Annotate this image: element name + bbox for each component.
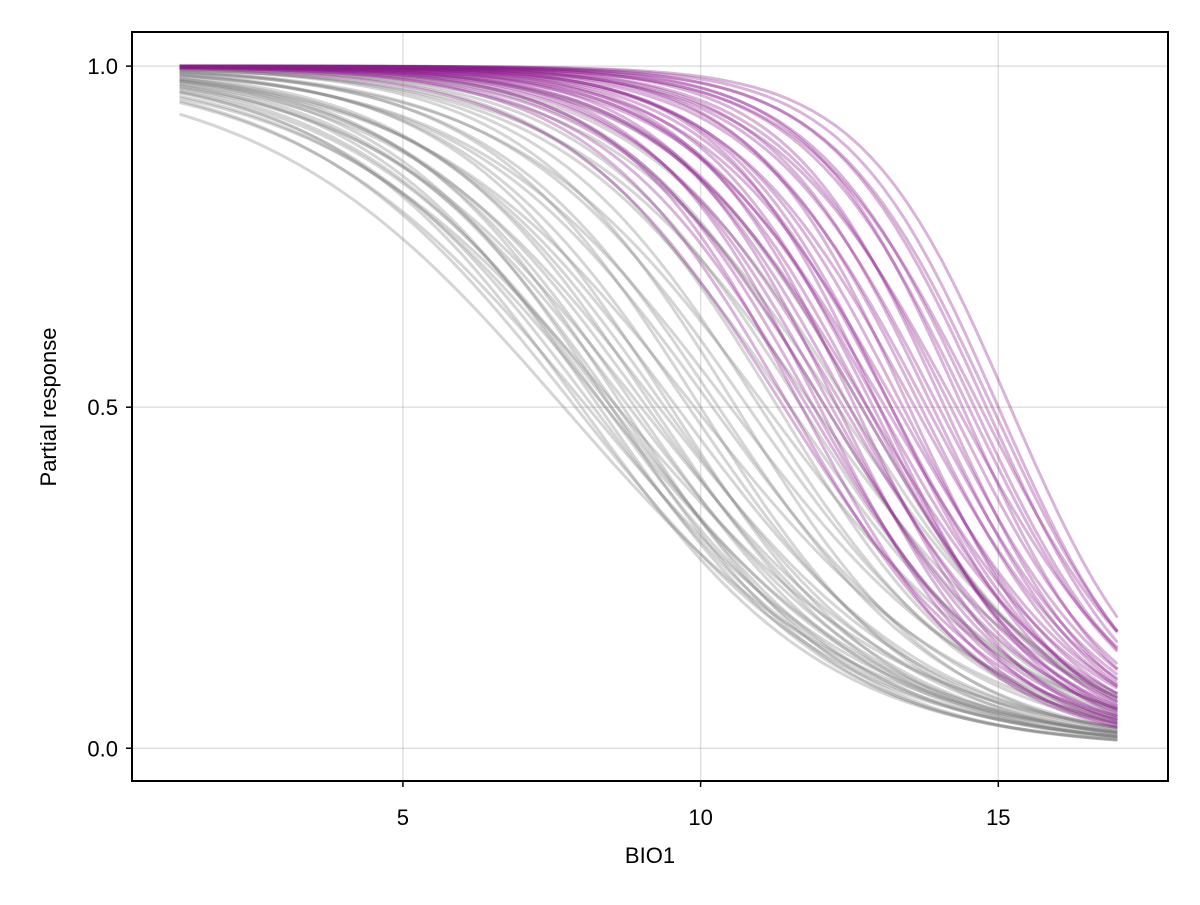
x-tick-label: 15: [986, 805, 1010, 830]
series-0-curve: [179, 82, 1118, 739]
series-0-curve: [179, 79, 1118, 721]
series-0-curve: [179, 68, 1118, 732]
series-0-curve: [179, 68, 1118, 711]
series-0-curve: [179, 66, 1119, 696]
series-0-curve: [179, 70, 1118, 721]
series-1-curve: [179, 64, 1119, 633]
series-1-curve: [179, 65, 1118, 708]
series-0-curve: [179, 87, 1118, 738]
series-1-curve: [179, 65, 1118, 722]
series-0-curve: [179, 70, 1118, 730]
series-1-curve: [179, 66, 1118, 726]
series-0-curve: [179, 112, 1118, 734]
series-0-curve: [179, 94, 1118, 734]
series-0-curve: [179, 66, 1118, 715]
series-1-curve: [179, 64, 1118, 717]
series-0-curve: [179, 66, 1118, 725]
series-1-curve: [179, 64, 1119, 707]
series-1-curve: [179, 64, 1119, 634]
series-0-curve: [179, 68, 1118, 724]
series-1-curve: [179, 65, 1119, 704]
series-1-curve: [179, 64, 1118, 726]
series-1-curve: [179, 64, 1119, 666]
series-0-curve: [179, 65, 1118, 713]
series-1-curve: [179, 65, 1119, 688]
series-0-curve: [179, 73, 1118, 733]
series-1-curve: [179, 64, 1119, 704]
series-1-curve: [179, 64, 1119, 712]
series-0-curve: [179, 99, 1118, 738]
x-tick-label: 5: [397, 805, 409, 830]
series-1-curve: [179, 64, 1119, 619]
series-0-curve: [179, 84, 1118, 742]
series-0-curve: [179, 101, 1118, 734]
series-0-curve: [179, 80, 1118, 742]
y-tick-label: 0.5: [87, 395, 118, 420]
series-1-curve: [179, 65, 1119, 699]
grid: [132, 32, 1168, 781]
series-1-curve: [179, 64, 1119, 676]
series-1-curve: [179, 64, 1119, 710]
series-0-curve: [179, 75, 1118, 739]
series-1-curve: [179, 67, 1118, 720]
series-1-curve: [179, 64, 1119, 670]
series-0-curve: [179, 77, 1118, 734]
series-1-curve: [179, 65, 1119, 690]
series-1-curve: [179, 65, 1118, 714]
y-axis-label: Partial response: [36, 328, 61, 487]
series-1-curve: [179, 65, 1118, 719]
series-0-curve: [179, 65, 1119, 702]
x-axis-label: BIO1: [625, 843, 675, 868]
series-1-curve: [179, 66, 1118, 718]
series-0-curve: [179, 71, 1118, 710]
series-0-curve: [179, 79, 1118, 739]
y-tick-label: 1.0: [87, 54, 118, 79]
series-0-curve: [179, 85, 1118, 735]
series-1-curve: [179, 65, 1119, 695]
series-0-curve: [179, 73, 1118, 725]
series-1-curve: [179, 65, 1118, 729]
series-1-curve: [179, 64, 1118, 723]
series-0-curve: [179, 70, 1118, 736]
series-1-curve: [179, 64, 1119, 680]
series-0-curve: [179, 91, 1118, 739]
series-0-curve: [179, 80, 1118, 735]
x-tick-label: 10: [688, 805, 712, 830]
ticks: 5 10 15 0.0 0.5 1.0: [87, 54, 1010, 830]
series-1-curve: [179, 64, 1119, 696]
series-1-curve: [179, 64, 1119, 649]
series-1-curve: [179, 64, 1119, 671]
series-0-curve: [179, 82, 1118, 730]
y-tick-label: 0.0: [87, 736, 118, 761]
series-0-curve: [179, 65, 1119, 699]
series-1-curve: [179, 65, 1118, 728]
series-0-curve: [179, 96, 1118, 729]
series-1-curve: [179, 64, 1119, 651]
series-0-curve: [179, 72, 1118, 739]
series-1-curve: [179, 66, 1118, 711]
series-1-curve: [179, 64, 1119, 682]
series-1-curve: [179, 64, 1119, 633]
series-1-curve: [179, 64, 1119, 688]
series-0-curve: [179, 68, 1118, 698]
series-1-curve: [179, 64, 1119, 686]
series-1-curve: [179, 64, 1119, 653]
series-1-curve: [179, 64, 1119, 644]
series-1-curve: [179, 64, 1119, 701]
series-0-curve: [179, 77, 1118, 730]
series-0-curve: [179, 89, 1118, 736]
series-0-curve: [179, 77, 1118, 742]
series-0-curve: [179, 86, 1118, 731]
series-0-curve: [179, 90, 1118, 741]
series-0-curve: [179, 74, 1118, 718]
curves: [179, 64, 1119, 742]
